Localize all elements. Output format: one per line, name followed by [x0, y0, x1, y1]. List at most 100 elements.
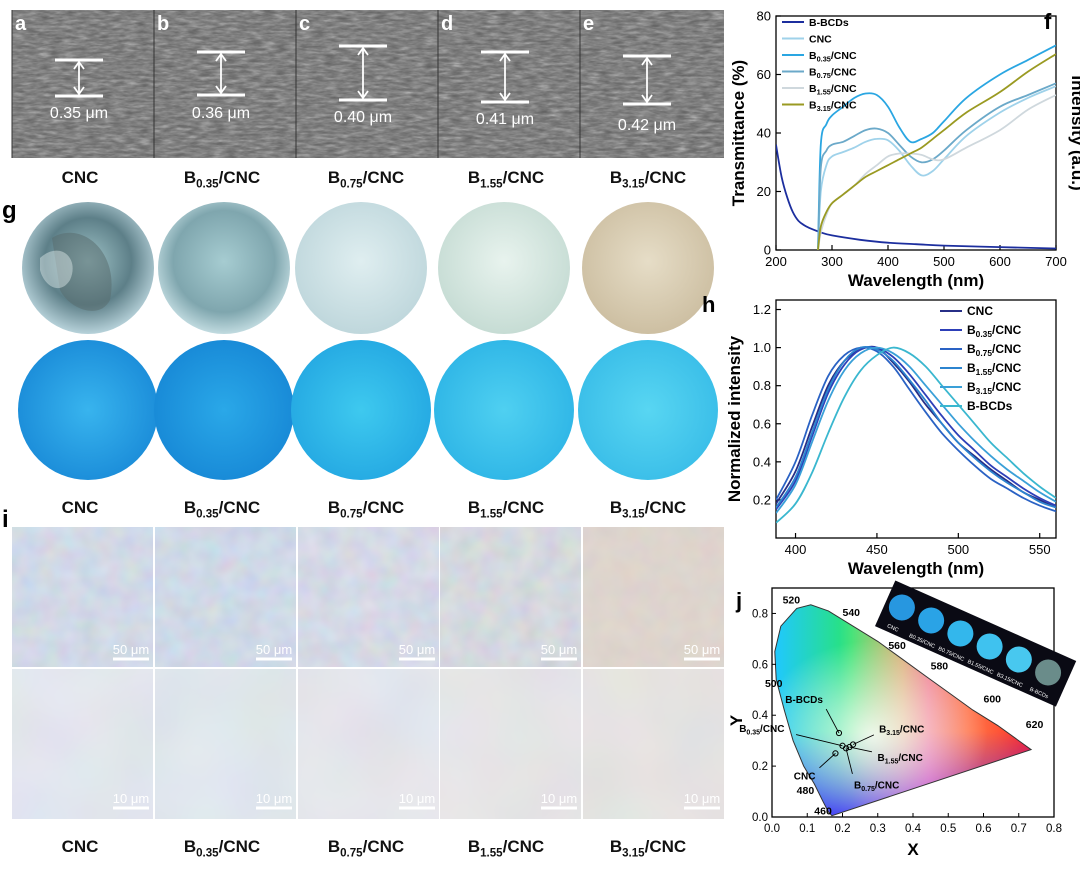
sem-arrow-head-up: [357, 46, 369, 56]
x-axis-label: Wavelength (nm): [848, 559, 984, 578]
legend-label: B0.35/CNC: [967, 323, 1022, 339]
label-row-discs-0: CNC: [62, 498, 99, 517]
scale-label-top: 50 μm: [684, 642, 720, 657]
legend-label: B1.55/CNC: [967, 361, 1022, 377]
label-row-micro-2: B0.75/CNC: [328, 837, 404, 859]
legend-sub: 3.15: [817, 104, 831, 113]
series-group: [776, 345, 1056, 524]
y-tick-label: 80: [757, 9, 771, 24]
series-line-CNC: [817, 85, 1056, 250]
cie-label-base: B-BCDs: [785, 695, 823, 706]
sem-arrow-head-down: [641, 94, 653, 104]
legend-sub: 1.55: [817, 88, 831, 97]
micro-top-texture: [12, 527, 153, 667]
x-tick-label: 0.6: [976, 823, 992, 835]
label-row-discs-1-base: B: [184, 498, 196, 517]
label-row-micro-1-tail: /CNC: [219, 837, 261, 856]
sem-arrow-head-down: [215, 85, 227, 95]
cie-label-tail: /CNC: [760, 724, 784, 735]
label-row-sem-2: B0.75/CNC: [328, 168, 404, 190]
sem-arrow-head-up: [499, 52, 511, 62]
cie-point-label-B-BCDs: B-BCDs: [785, 695, 823, 706]
label-row-sem-0: CNC: [62, 168, 99, 187]
label-row-micro-2-tail: /CNC: [363, 837, 405, 856]
legend-base: B: [809, 50, 817, 62]
disc-photo-uv-1: [154, 340, 294, 480]
legend-sub: 0.75: [817, 71, 831, 80]
locus-label-500: 500: [765, 678, 783, 690]
cie-point-CNC: [832, 750, 839, 757]
label-row-micro-0: CNC: [62, 837, 99, 856]
y-tick-label: 0.4: [752, 710, 769, 722]
y-axis-label-right: Intensity (a.u.): [1068, 75, 1080, 190]
label-row-discs-3-tail: /CNC: [503, 498, 545, 517]
series-line-B-BCDs: [776, 346, 1056, 524]
locus-label-480: 480: [797, 785, 815, 797]
label-row-micro-1: B0.35/CNC: [184, 837, 260, 859]
x-tick-label: 400: [877, 254, 899, 269]
scale-label-top: 50 μm: [256, 642, 292, 657]
legend-label: B3.15/CNC: [809, 100, 857, 114]
label-row-discs-4: B3.15/CNC: [610, 498, 686, 520]
series-line-CNC: [776, 345, 1056, 509]
y-axis-label: Normalized intensity: [725, 335, 744, 502]
cie-point-label-B0.75/CNC: B0.75/CNC: [854, 780, 899, 793]
x-tick-label: 200: [765, 254, 787, 269]
sem-thickness-label: 0.41 μm: [476, 111, 534, 128]
locus-label-620: 620: [1026, 719, 1044, 731]
label-row-micro-4-sub: 3.15: [622, 847, 645, 859]
inset-disc-5: [1035, 659, 1062, 686]
cie-point-B-BCDs: [835, 729, 843, 737]
legend-base: CNC: [967, 304, 993, 318]
legend-base: B: [809, 83, 817, 95]
legend-tail: /CNC: [831, 67, 857, 79]
legend-label: B3.15/CNC: [967, 380, 1022, 396]
sem-arrow-head-down: [499, 92, 511, 102]
sample-labels: CNC B0.35/CNC B0.75/CNC B1.55/CNC B3.15/CNCC…: [62, 168, 687, 859]
label-row-discs-1-sub: 0.35: [196, 508, 219, 520]
label-row-sem-3-base: B: [468, 168, 480, 187]
legend-label: B-BCDs: [967, 399, 1013, 413]
panel-label-e: e: [583, 13, 594, 35]
label-row-discs-0-base: CNC: [62, 498, 99, 517]
label-row-discs-3-sub: 1.55: [480, 508, 503, 520]
sem-thickness-label: 0.40 μm: [334, 109, 392, 126]
label-row-micro-0-base: CNC: [62, 837, 99, 856]
legend-tail: /CNC: [992, 380, 1022, 394]
panel-label-i: i: [2, 506, 9, 533]
inset-disc-4: [1005, 646, 1032, 673]
micro-bottom-texture: [440, 669, 581, 819]
panel-label-h: h: [702, 292, 715, 317]
cie-label-base: B: [878, 753, 885, 764]
sem-arrow-head-up: [73, 60, 85, 70]
series-line-B1.55/CNC: [817, 94, 1056, 250]
sem-thickness-label: 0.42 μm: [618, 117, 676, 134]
x-tick-label: 700: [1045, 254, 1067, 269]
cie-label-base: B: [879, 724, 886, 735]
disc-photo-daylight-3: [438, 202, 570, 334]
label-row-sem-2-tail: /CNC: [363, 168, 405, 187]
legend-sub: 0.35: [976, 329, 993, 339]
inset-disc-1: [918, 607, 945, 634]
x-tick-label: 0.7: [1011, 823, 1027, 835]
legend: B-BCDsCNCB0.35/CNCB0.75/CNCB1.55/CNCB3.1…: [782, 17, 857, 113]
sem-arrow-head-up: [215, 52, 227, 62]
cie-label-tail: /CNC: [900, 724, 924, 735]
x-axis-label: X: [907, 840, 919, 859]
scale-label-bottom: 10 μm: [256, 791, 292, 806]
x-axis-label: Wavelength (nm): [848, 271, 984, 290]
legend-tail: /CNC: [992, 323, 1022, 337]
micro-top-texture: [440, 527, 581, 667]
legend-sub: 0.35: [817, 55, 831, 64]
cie-point-label-B0.35/CNC: B0.35/CNC: [739, 724, 784, 737]
label-row-discs-2: B0.75/CNC: [328, 498, 404, 520]
inset-disc-0: [888, 594, 915, 621]
legend-base: B: [809, 67, 817, 79]
chart-j: 0.0 0.1 0.2 0.3 0.4 0.5 0.6 0.7 0.8 0.0 0.2 0.4 0.6 0…: [727, 580, 1077, 859]
label-row-micro-4: B3.15/CNC: [610, 837, 686, 859]
cie-label-sub: 0.35: [746, 729, 760, 736]
x-tick-label: 0.5: [940, 823, 956, 835]
label-row-micro-4-base: B: [610, 837, 622, 856]
x-tick-label: 0.8: [1046, 823, 1062, 835]
